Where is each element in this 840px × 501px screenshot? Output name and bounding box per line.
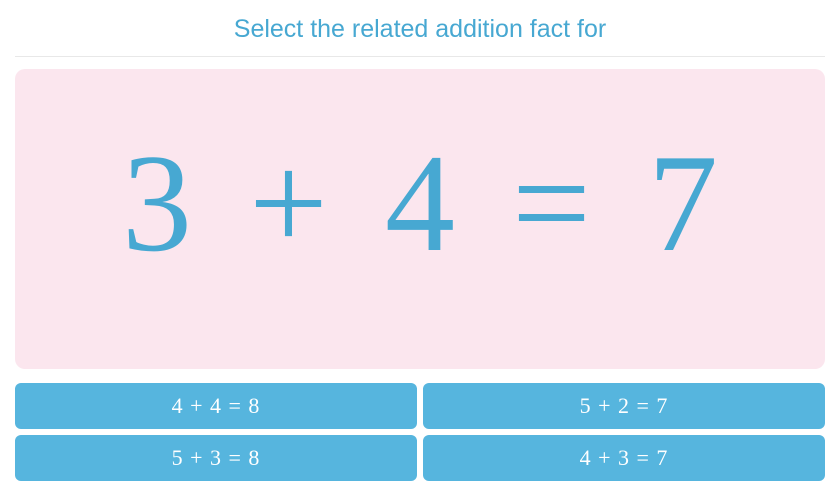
- answer-option-4[interactable]: 4 + 3 = 7: [423, 435, 825, 481]
- answer-option-2[interactable]: 5 + 2 = 7: [423, 383, 825, 429]
- equation-operand2: 4: [385, 134, 455, 274]
- question-title: Select the related addition fact for: [15, 15, 825, 57]
- answer-option-3[interactable]: 5 + 3 = 8: [15, 435, 417, 481]
- answers-grid: 4 + 4 = 8 5 + 2 = 7 5 + 3 = 8 4 + 3 = 7: [15, 383, 825, 481]
- equation-operand1: 3: [122, 134, 192, 274]
- quiz-container: Select the related addition fact for 3 +…: [15, 15, 825, 486]
- equation-panel: 3 + 4 = 7: [15, 69, 825, 369]
- equation-result: 7: [648, 134, 718, 274]
- answer-option-1[interactable]: 4 + 4 = 8: [15, 383, 417, 429]
- equation-equals: =: [512, 134, 591, 274]
- equation-operator: +: [249, 134, 328, 274]
